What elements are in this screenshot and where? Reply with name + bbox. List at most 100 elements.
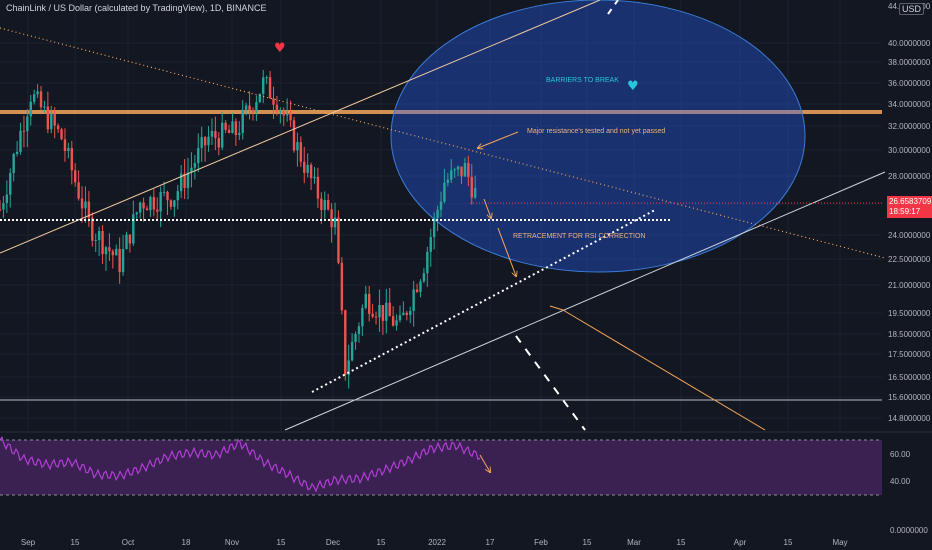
candle-body [152,196,156,210]
time-tick-label: 15 [277,538,286,547]
time-tick-label: 15 [583,538,592,547]
last-price-tag[interactable]: 26.6583709 18:59:17 [887,196,932,218]
candle-body [248,105,251,110]
candle-body [350,341,354,361]
candle-body [217,138,220,148]
price-tick-label: 15.6000000 [888,393,931,402]
candle-body [162,191,166,193]
candle-body [156,209,159,212]
candle-body [340,262,344,311]
candle-body [29,101,32,117]
candle-body [63,139,67,152]
candle-body [453,169,456,171]
time-tick-label: 2022 [428,538,446,547]
candle-body [50,113,53,130]
candle-body [138,202,142,213]
time-tick-label: Feb [534,538,548,547]
price-tick-label: 22.5000000 [888,255,931,264]
resistance-arrow[interactable] [478,131,519,148]
price-tick-label: 34.0000000 [888,100,931,109]
candle-body [12,153,15,174]
rsi-axis[interactable]: 60.00 40.00 0.0000000 [890,450,928,535]
candle-body [197,147,200,164]
rsi-tick-label: 60.00 [890,450,911,459]
candle-body [272,98,275,105]
candle-body [364,293,367,308]
candle-body [22,130,26,132]
candle-body [255,102,258,113]
projection-dashed-line[interactable] [515,335,586,431]
candle-body [282,111,285,116]
candle-body [104,247,108,255]
candle-body [303,161,306,173]
price-tick-label: 18.5000000 [888,330,931,339]
candle-body [84,201,87,209]
candle-body [412,289,415,311]
candle-body [374,316,378,318]
candle-body [265,77,268,79]
candle-body [299,142,303,162]
candle-body [429,237,432,252]
candle-body [46,106,50,130]
candle-body [244,105,248,110]
price-tick-label: 38.0000000 [888,58,931,67]
time-tick-label: 15 [677,538,686,547]
candle-body [450,170,453,180]
rsi-tick-label: 40.00 [890,477,911,486]
candle-body [2,203,5,210]
candle-body [60,129,63,140]
candle-body [121,248,125,273]
candle-body [115,248,118,256]
candle-body [258,93,262,103]
candle-body [333,217,337,228]
orange-diagonal-line[interactable] [562,309,766,431]
retracement-arrow-1[interactable] [483,198,491,218]
candle-body [388,302,391,317]
upper-channel-line[interactable] [0,0,601,254]
currency-badge[interactable]: USD [899,3,925,15]
time-tick-label: Mar [627,538,641,547]
retracement-arrow-2[interactable] [497,227,516,276]
candle-body [395,320,398,326]
price-tick-label: 28.0000000 [888,172,931,181]
price-tick-label: 21.0000000 [888,281,931,290]
candle-body [77,182,80,199]
descending-resistance-line[interactable] [0,27,886,259]
candle-body [224,122,227,130]
candle-body [183,173,186,188]
candle-body [159,192,162,212]
candle-body [169,200,173,207]
time-tick-label: Sep [21,538,36,547]
candle-body [357,326,361,335]
candle-body [74,170,77,183]
candle-body [470,176,473,198]
candle-body [145,208,149,211]
candle-body [320,198,323,211]
candle-body [26,116,29,132]
candle-body [214,130,217,139]
lower-channel-line[interactable] [284,171,886,431]
candle-body [43,106,46,108]
projection-dashed-top[interactable] [607,0,619,15]
candle-body [262,77,265,94]
barriers-zone[interactable] [390,0,806,273]
candle-body [426,251,429,274]
candle-body [316,176,320,199]
candle-body [32,94,36,102]
rsi-arrow[interactable] [479,454,490,472]
candle-body [251,109,255,113]
candle-body [15,151,19,154]
candle-body [5,194,9,204]
countdown-timer: 18:59:17 [889,207,921,216]
candle-body [439,201,443,210]
candle-body [279,111,282,113]
candle-body [456,166,460,170]
candle-body [173,200,176,207]
rsi-band [0,440,882,495]
candle-body [460,166,463,177]
candle-body [67,148,70,152]
time-axis[interactable]: Sep 15 Oct 18 Nov 15 Dec 15 2022 17 Feb 15 Mar 15 Apr 1… [21,538,848,547]
candle-body [111,251,115,256]
